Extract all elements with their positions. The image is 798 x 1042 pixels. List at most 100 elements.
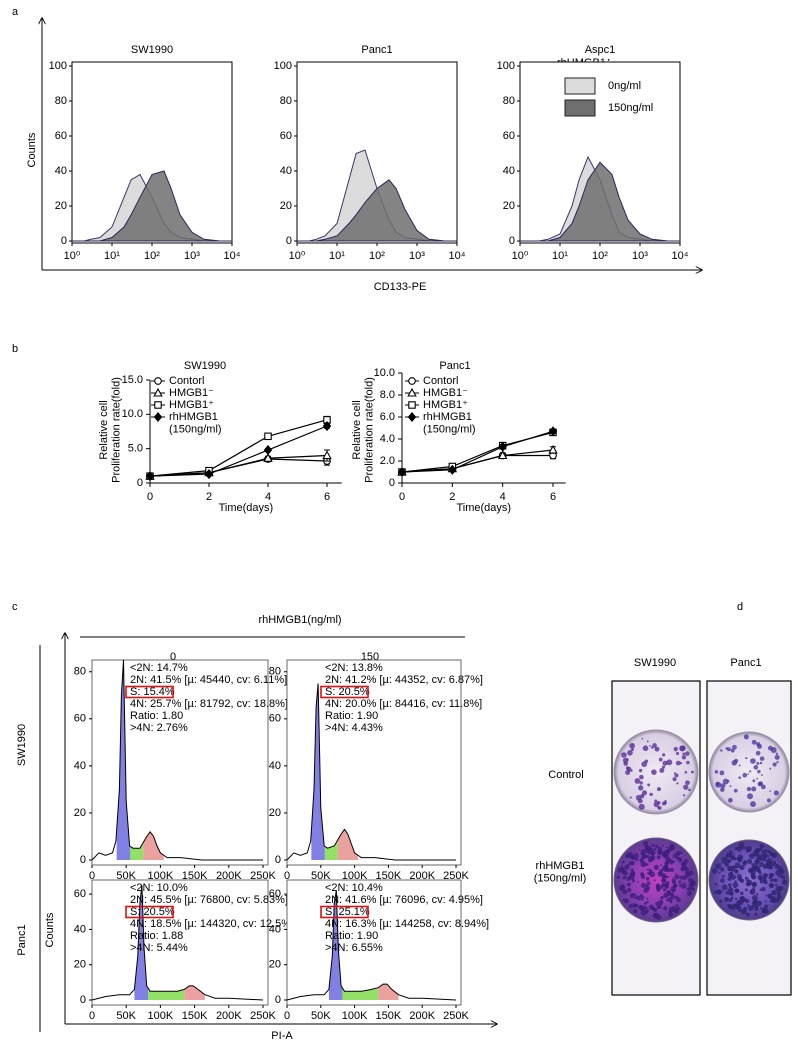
colony [747,793,754,800]
colony [671,888,676,893]
colony [724,897,729,902]
y-tick-label: 60 [74,888,86,900]
marker [263,444,273,456]
colony [714,882,718,886]
colony [761,850,766,855]
colony [682,752,686,756]
y-tick-label: 80 [269,666,281,678]
colony [738,776,742,779]
histogram-line [91,659,263,861]
colony [625,766,630,771]
colony [683,859,689,864]
x-tick-label: 10³ [632,250,648,262]
colony [740,908,747,915]
x-tick-label: 10² [369,250,385,262]
colony [728,885,731,888]
colony [728,887,734,893]
x-tick-label: 100K [342,870,368,882]
x-tick-label: 4 [265,491,271,503]
legend-swatch [564,77,596,95]
y-tick-label: 0 [389,477,395,489]
chart-title: Aspc1 [585,44,616,56]
colony [759,907,763,910]
colony [646,854,650,859]
colony [753,871,756,874]
legend-marker [153,411,163,423]
legend-marker [408,377,416,385]
colony [658,869,664,874]
x-tick-label: 100K [148,870,174,882]
x-tick-label: 10¹ [329,250,345,262]
colony [651,907,656,911]
y-tick-label: 60 [280,130,292,142]
colony [640,861,647,868]
row-label: rhHMGB1 (150ng/ml) [534,860,587,885]
colony [729,850,733,854]
marker [548,426,558,437]
colony [644,845,647,848]
colony [638,785,644,791]
x-tick-label: 250K [443,1010,469,1022]
stat-text: Ratio: 1.88 [130,930,183,942]
x-tick-label: 10⁴ [449,250,466,262]
colony [690,880,696,887]
highlight-box [125,905,174,919]
x-tick-label: 0 [284,1010,290,1022]
colony [739,896,742,899]
stat-text: <2N: 13.8% [325,662,383,674]
colony [743,860,748,865]
colony [767,850,770,853]
series-line [149,419,328,477]
colony [755,893,759,896]
colony [669,860,674,865]
marker [448,464,457,475]
colony [758,876,764,881]
colony [720,867,725,872]
colony [626,882,631,887]
colony [680,883,687,889]
x-tick-label: 6 [324,491,330,503]
stat-text: S: 20.5% [130,906,175,918]
colony [735,869,739,873]
legend-marker [154,377,162,385]
legend-label: HMGB1⁺ [169,399,214,411]
histogram-line [91,885,264,1001]
colony [759,761,763,765]
chart-title: SW1990 [131,44,173,56]
colony [745,912,750,917]
colony [649,850,655,856]
colony [747,858,753,864]
stat-text: Ratio: 1.80 [130,710,183,722]
colony [729,852,733,856]
legend-label: HMGB1⁻ [423,387,468,399]
colony [667,859,670,863]
y-tick-label: 20 [269,959,281,971]
colony [744,876,747,879]
y-tick-label: 60 [269,888,281,900]
colony [684,770,688,774]
colony [774,754,780,760]
colony [654,844,659,849]
marker [397,466,407,478]
colony [639,905,646,912]
colony [778,885,784,891]
colony [715,781,720,786]
colony [657,806,660,809]
colony [666,759,673,766]
y-tick-label: 40 [503,165,515,177]
y-tick-label: 0 [286,235,292,247]
colony [639,893,644,898]
colony [672,777,677,782]
colony [751,901,757,907]
colony [751,881,758,888]
colony [742,772,748,778]
legend-marker [408,401,416,409]
plot-frame [91,879,269,1006]
stat-text: >4N: 6.55% [325,942,383,954]
x-tick-label: 10⁰ [289,250,306,262]
colony [622,889,628,895]
colony [734,888,740,894]
stat-text: S: 15.4% [130,686,175,698]
colony [621,752,627,758]
colony [764,873,768,877]
